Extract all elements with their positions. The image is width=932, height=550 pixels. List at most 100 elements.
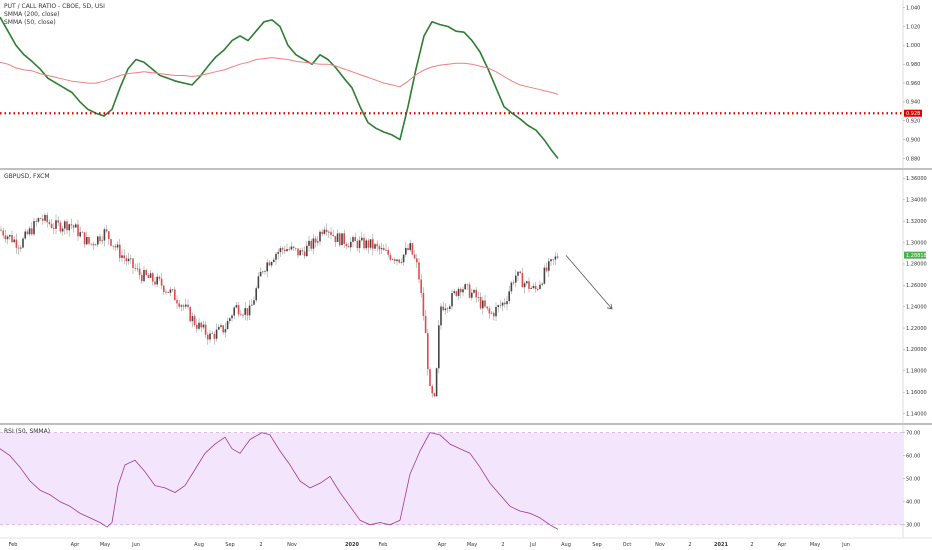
candle-body[interactable] xyxy=(433,393,436,397)
projection-arrow-head[interactable] xyxy=(606,303,613,310)
candle-body[interactable] xyxy=(319,231,321,242)
candle-body[interactable] xyxy=(400,262,403,263)
candle-body[interactable] xyxy=(215,329,218,339)
candle-body[interactable] xyxy=(543,267,546,284)
candle-body[interactable] xyxy=(160,278,163,286)
candle-body[interactable] xyxy=(365,240,367,249)
candle-body[interactable] xyxy=(90,243,92,245)
candle-body[interactable] xyxy=(235,305,238,308)
candle-body[interactable] xyxy=(510,282,513,292)
candle-body[interactable] xyxy=(68,224,70,231)
candle-body[interactable] xyxy=(127,258,130,262)
candle-body[interactable] xyxy=(310,240,312,249)
candle-body[interactable] xyxy=(380,248,383,250)
candle-body[interactable] xyxy=(103,229,106,241)
candle-body[interactable] xyxy=(376,244,378,247)
candle-body[interactable] xyxy=(488,308,491,314)
candle-body[interactable] xyxy=(246,308,249,316)
candle-body[interactable] xyxy=(108,231,110,240)
candle-body[interactable] xyxy=(28,228,31,235)
candle-body[interactable] xyxy=(389,254,392,260)
candle-body[interactable] xyxy=(264,271,266,272)
candle-body[interactable] xyxy=(484,300,486,307)
candle-body[interactable] xyxy=(134,267,136,269)
candle-body[interactable] xyxy=(556,256,559,258)
candle-body[interactable] xyxy=(154,281,156,285)
candle-body[interactable] xyxy=(242,314,244,316)
price-axis[interactable]: 1.040 1.020 1.000 0.980 0.960 0.940 0.920 0.900… xyxy=(903,5,927,529)
candle-body[interactable] xyxy=(530,287,532,289)
candle-body[interactable] xyxy=(169,289,172,293)
candle-body[interactable] xyxy=(501,302,504,306)
candle-body[interactable] xyxy=(273,259,275,263)
candle-body[interactable] xyxy=(473,289,475,293)
candle-body[interactable] xyxy=(187,304,189,308)
candle-body[interactable] xyxy=(121,255,123,258)
candle-body[interactable] xyxy=(321,231,323,234)
candle-body[interactable] xyxy=(266,262,268,272)
smma200-line[interactable] xyxy=(0,57,559,95)
candle-body[interactable] xyxy=(455,291,458,296)
candle-body[interactable] xyxy=(506,301,508,305)
candle-body[interactable] xyxy=(369,239,372,248)
candle-body[interactable] xyxy=(383,248,385,251)
candle-body[interactable] xyxy=(229,318,231,322)
candle-body[interactable] xyxy=(37,218,40,222)
candle-body[interactable] xyxy=(427,333,429,370)
candle-body[interactable] xyxy=(356,240,359,249)
candle-body[interactable] xyxy=(301,250,304,252)
candle-body[interactable] xyxy=(231,315,233,319)
candle-body[interactable] xyxy=(191,316,194,322)
candle-body[interactable] xyxy=(185,304,187,307)
candle-body[interactable] xyxy=(429,369,431,387)
candle-body[interactable] xyxy=(81,232,84,233)
candle-body[interactable] xyxy=(26,231,29,235)
candle-body[interactable] xyxy=(523,283,526,288)
candle-body[interactable] xyxy=(39,218,42,219)
candle-body[interactable] xyxy=(306,245,308,257)
candle-body[interactable] xyxy=(114,246,117,248)
horizontal-level-badge[interactable] xyxy=(904,109,922,117)
candle-body[interactable] xyxy=(378,246,381,250)
rsi-line[interactable] xyxy=(0,432,559,530)
candle-body[interactable] xyxy=(512,282,515,284)
candle-body[interactable] xyxy=(286,249,288,252)
candle-body[interactable] xyxy=(462,289,464,293)
candle-body[interactable] xyxy=(396,259,398,261)
candle-body[interactable] xyxy=(508,291,510,302)
candle-body[interactable] xyxy=(125,258,128,262)
candle-body[interactable] xyxy=(526,281,528,284)
candle-body[interactable] xyxy=(70,224,73,226)
candle-body[interactable] xyxy=(352,237,354,242)
candle-body[interactable] xyxy=(53,227,55,229)
candle-body[interactable] xyxy=(94,244,97,246)
candle-body[interactable] xyxy=(499,305,502,306)
candle-body[interactable] xyxy=(347,246,350,248)
candle-body[interactable] xyxy=(224,329,227,333)
candle-body[interactable] xyxy=(350,241,352,248)
candle-body[interactable] xyxy=(24,231,26,239)
candle-body[interactable] xyxy=(521,272,524,288)
candle-body[interactable] xyxy=(132,258,134,268)
candle-body[interactable] xyxy=(394,259,396,261)
candle-body[interactable] xyxy=(328,231,330,233)
candle-body[interactable] xyxy=(141,274,143,282)
candle-body[interactable] xyxy=(48,222,51,224)
candle-body[interactable] xyxy=(477,296,480,298)
candle-body[interactable] xyxy=(143,270,145,282)
candle-body[interactable] xyxy=(176,300,178,304)
candle-body[interactable] xyxy=(343,233,345,244)
candle-body[interactable] xyxy=(358,240,361,249)
candle-body[interactable] xyxy=(367,240,370,248)
candle-body[interactable] xyxy=(418,262,420,280)
candle-body[interactable] xyxy=(409,243,411,251)
candle-body[interactable] xyxy=(22,238,24,248)
candle-body[interactable] xyxy=(466,284,469,285)
candle-body[interactable] xyxy=(105,229,108,232)
candle-body[interactable] xyxy=(202,324,205,328)
candle-body[interactable] xyxy=(486,306,488,309)
candle-body[interactable] xyxy=(554,256,557,260)
candle-body[interactable] xyxy=(504,302,506,305)
candle-body[interactable] xyxy=(20,247,22,249)
